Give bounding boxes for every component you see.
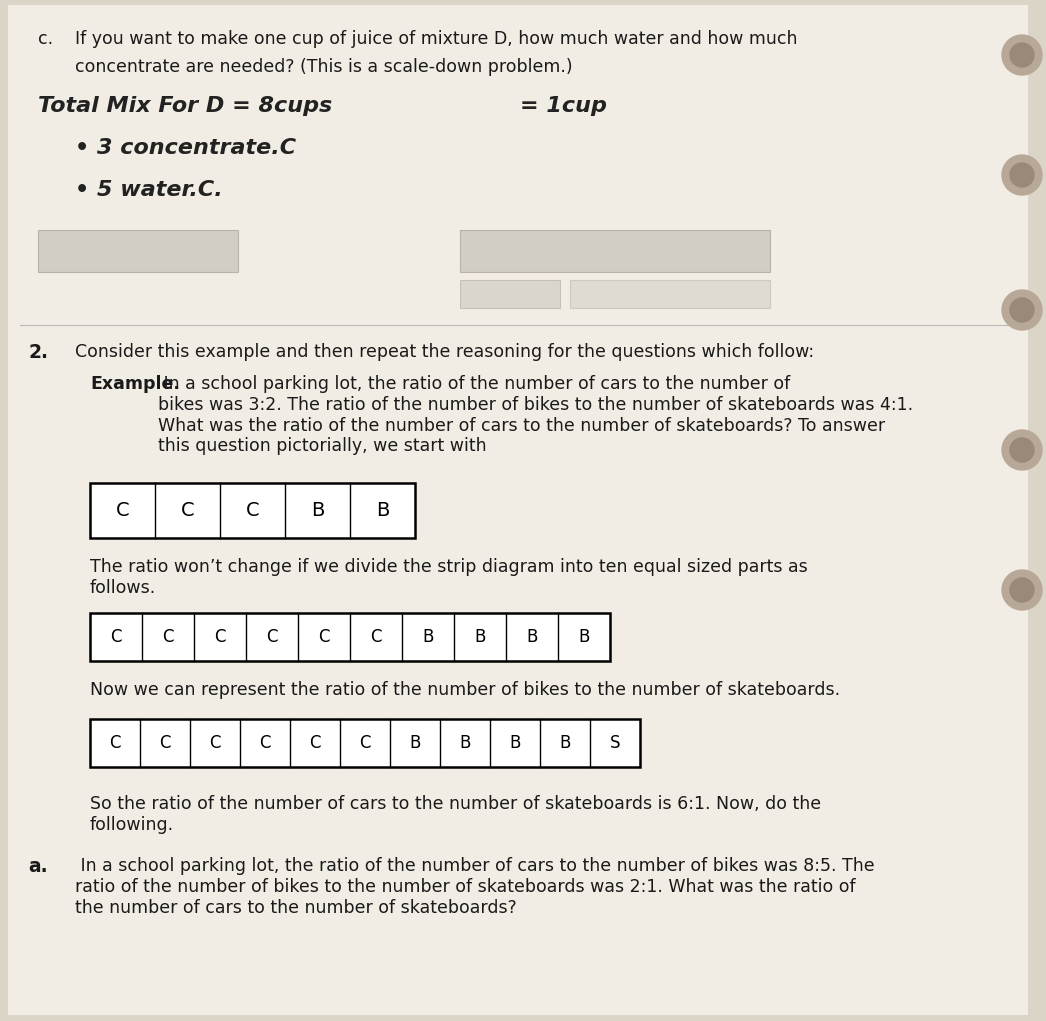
Text: • 3 concentrate.C: • 3 concentrate.C	[75, 138, 296, 158]
Text: C: C	[116, 501, 130, 520]
Circle shape	[1010, 43, 1034, 67]
FancyBboxPatch shape	[90, 613, 610, 661]
FancyBboxPatch shape	[8, 5, 1028, 1015]
Text: B: B	[578, 628, 590, 646]
Text: If you want to make one cup of juice of mixture D, how much water and how much: If you want to make one cup of juice of …	[75, 30, 797, 48]
Text: C: C	[181, 501, 195, 520]
FancyBboxPatch shape	[38, 230, 238, 272]
Text: Consider this example and then repeat the reasoning for the questions which foll: Consider this example and then repeat th…	[75, 343, 814, 361]
FancyBboxPatch shape	[460, 230, 770, 272]
Text: B: B	[459, 734, 471, 752]
Text: C: C	[209, 734, 221, 752]
Text: c.: c.	[38, 30, 53, 48]
Text: C: C	[318, 628, 329, 646]
Text: In a school parking lot, the ratio of the number of cars to the number of
bikes : In a school parking lot, the ratio of th…	[158, 375, 913, 455]
Text: C: C	[109, 734, 120, 752]
Text: C: C	[359, 734, 370, 752]
Text: B: B	[376, 501, 389, 520]
Text: concentrate are needed? (This is a scale-down problem.): concentrate are needed? (This is a scale…	[75, 58, 572, 76]
Text: C: C	[246, 501, 259, 520]
Circle shape	[1002, 570, 1042, 610]
Text: C: C	[162, 628, 174, 646]
Circle shape	[1010, 438, 1034, 461]
Text: B: B	[560, 734, 571, 752]
Text: C: C	[159, 734, 170, 752]
Text: • 5 water.C.: • 5 water.C.	[75, 180, 223, 200]
Text: C: C	[110, 628, 121, 646]
FancyBboxPatch shape	[570, 280, 770, 308]
Text: S: S	[610, 734, 620, 752]
Text: C: C	[370, 628, 382, 646]
Text: Total Mix For D = 8cups: Total Mix For D = 8cups	[38, 96, 333, 116]
Text: a.: a.	[28, 857, 48, 876]
Text: B: B	[474, 628, 485, 646]
Text: B: B	[311, 501, 324, 520]
Text: C: C	[267, 628, 278, 646]
Circle shape	[1010, 298, 1034, 322]
Text: B: B	[423, 628, 434, 646]
FancyBboxPatch shape	[90, 719, 640, 767]
Text: So the ratio of the number of cars to the number of skateboards is 6:1. Now, do : So the ratio of the number of cars to th…	[90, 795, 821, 834]
Text: B: B	[526, 628, 538, 646]
Text: B: B	[509, 734, 521, 752]
Text: C: C	[259, 734, 271, 752]
Text: = 1cup: = 1cup	[520, 96, 607, 116]
Circle shape	[1010, 163, 1034, 187]
Circle shape	[1002, 430, 1042, 470]
Text: C: C	[214, 628, 226, 646]
Circle shape	[1010, 578, 1034, 602]
Text: Now we can represent the ratio of the number of bikes to the number of skateboar: Now we can represent the ratio of the nu…	[90, 681, 840, 699]
Text: Example.: Example.	[90, 375, 180, 393]
Text: 2.: 2.	[28, 343, 48, 362]
FancyBboxPatch shape	[90, 483, 415, 538]
Text: The ratio won’t change if we divide the strip diagram into ten equal sized parts: The ratio won’t change if we divide the …	[90, 558, 808, 597]
Text: B: B	[409, 734, 420, 752]
Text: In a school parking lot, the ratio of the number of cars to the number of bikes : In a school parking lot, the ratio of th…	[75, 857, 874, 917]
Circle shape	[1002, 290, 1042, 330]
Circle shape	[1002, 35, 1042, 75]
Text: C: C	[310, 734, 321, 752]
FancyBboxPatch shape	[460, 280, 560, 308]
Circle shape	[1002, 155, 1042, 195]
